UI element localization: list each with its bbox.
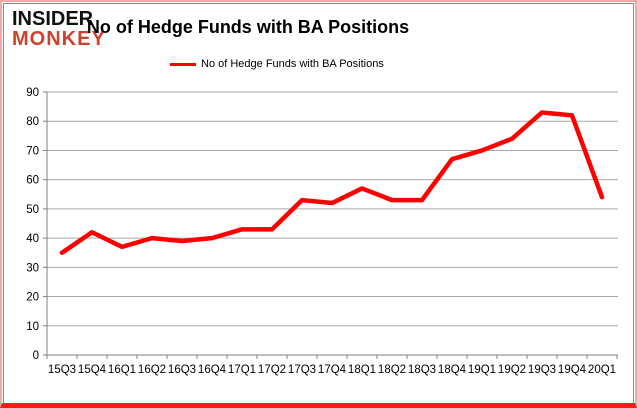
- x-axis-label: 15Q4: [78, 364, 107, 376]
- y-axis-label: 10: [26, 321, 39, 333]
- x-axis-label: 20Q1: [588, 364, 616, 376]
- x-axis-label: 17Q4: [318, 364, 347, 376]
- logo-line1: INSIDER: [12, 8, 94, 30]
- x-axis-label: 17Q2: [258, 364, 286, 376]
- y-axis-label: 70: [26, 145, 39, 157]
- x-axis-label: 18Q1: [348, 364, 376, 376]
- x-axis-label: 19Q1: [468, 364, 496, 376]
- y-axis-label: 60: [26, 175, 39, 187]
- y-axis-label: 0: [33, 350, 39, 362]
- insider-monkey-logo: INSIDER MONKEY: [12, 9, 106, 49]
- legend-label: No of Hedge Funds with BA Positions: [201, 58, 384, 70]
- x-axis-label: 19Q4: [558, 364, 587, 376]
- x-axis-label: 16Q4: [198, 364, 227, 376]
- x-axis-label: 16Q3: [168, 364, 196, 376]
- legend: No of Hedge Funds with BA Positions: [170, 58, 384, 70]
- y-axis-label: 30: [26, 262, 39, 274]
- x-axis-label: 17Q3: [288, 364, 316, 376]
- x-axis-label: 16Q2: [138, 364, 166, 376]
- y-axis-label: 40: [26, 233, 39, 245]
- y-axis-label: 50: [26, 204, 39, 216]
- y-axis-label: 80: [26, 116, 39, 128]
- x-axis-label: 18Q2: [378, 364, 406, 376]
- y-axis-label: 90: [26, 87, 39, 99]
- chart-title: No of Hedge Funds with BA Positions: [86, 17, 410, 37]
- x-axis-label: 18Q3: [408, 364, 436, 376]
- logo-line2: MONKEY: [12, 28, 106, 50]
- legend-line-swatch: [170, 62, 196, 66]
- x-axis-label: 15Q3: [48, 364, 76, 376]
- data-line-hedge-funds: [59, 110, 605, 255]
- y-axis-label: 20: [26, 292, 39, 304]
- x-axis-label: 18Q4: [438, 364, 467, 376]
- x-axis-label: 19Q2: [498, 364, 526, 376]
- x-axis-label: 19Q3: [528, 364, 556, 376]
- x-axis-label: 17Q1: [228, 364, 256, 376]
- x-axis-label: 16Q1: [108, 364, 136, 376]
